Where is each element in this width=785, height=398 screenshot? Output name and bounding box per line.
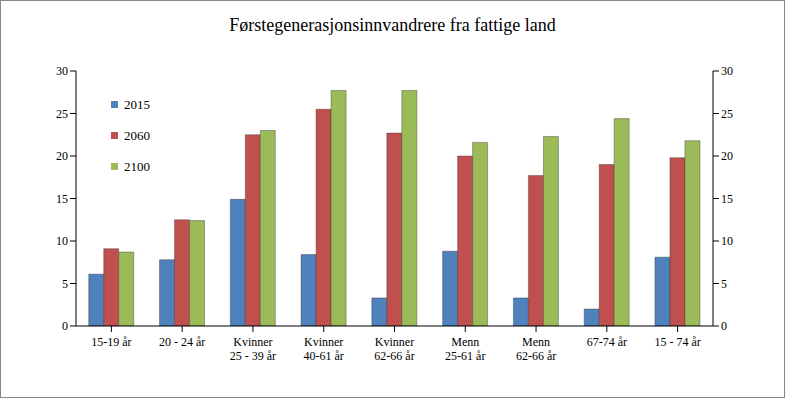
svg-text:0: 0 — [721, 319, 727, 333]
svg-text:10: 10 — [721, 234, 733, 248]
svg-text:Menn25-61 år: Menn25-61 år — [445, 335, 485, 363]
html-text:2015: 2015 — [124, 96, 150, 112]
svg-text:10: 10 — [56, 234, 68, 248]
svg-text:30: 30 — [721, 64, 733, 78]
svg-text:30: 30 — [56, 64, 68, 78]
html-text:2100: 2100 — [124, 158, 150, 174]
svg-text:67-74 år: 67-74 år — [587, 335, 627, 349]
svg-text:Kvinner62-66 år: Kvinner62-66 år — [374, 335, 414, 363]
svg-text:20: 20 — [721, 149, 733, 163]
svg-text:Kvinner40-61 år: Kvinner40-61 år — [304, 335, 344, 363]
svg-text:15 - 74 år: 15 - 74 år — [654, 335, 700, 349]
svg-text:0: 0 — [62, 319, 68, 333]
svg-text:15: 15 — [56, 192, 68, 206]
svg-text:25: 25 — [56, 107, 68, 121]
svg-text:Menn62-66 år: Menn62-66 år — [516, 335, 556, 363]
html-text:2060: 2060 — [124, 127, 150, 143]
svg-text:15: 15 — [721, 192, 733, 206]
svg-text:15-19 år: 15-19 år — [91, 335, 131, 349]
svg-text:20 - 24 år: 20 - 24 år — [159, 335, 205, 349]
svg-text:20: 20 — [56, 149, 68, 163]
svg-text:25: 25 — [721, 107, 733, 121]
svg-text:Kvinner25 - 39 år: Kvinner25 - 39 år — [230, 335, 276, 363]
html-text:Førstegenerasjonsinnvandrere f: Førstegenerasjonsinnvandrere fra fattige… — [229, 15, 556, 35]
svg-text:5: 5 — [721, 277, 727, 291]
svg-text:5: 5 — [62, 277, 68, 291]
